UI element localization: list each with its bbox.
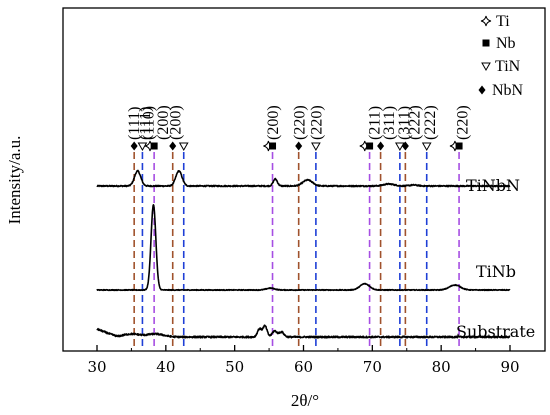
series-line-tinb — [96, 204, 511, 292]
legend-symbol-tin — [481, 62, 491, 72]
peak-label: (220) — [309, 105, 326, 140]
phase-marker-nbn — [295, 141, 303, 151]
x-tick-label: 40 — [156, 358, 175, 376]
series-curves — [96, 169, 511, 339]
series-label-tinb: TiNb — [476, 262, 516, 281]
phase-marker-nb — [150, 142, 158, 150]
legend-label-nbn: NbN — [492, 82, 524, 99]
series-line-substrate — [96, 324, 511, 339]
peak-label: (220) — [455, 105, 472, 140]
peak-label: (111) — [137, 107, 154, 140]
phase-marker-nb — [269, 142, 277, 150]
series-label-tinbn: TiNbN — [466, 176, 520, 195]
x-axis-title: 2θ/° — [291, 391, 319, 410]
x-tick-label: 50 — [225, 358, 244, 376]
x-tick-label: 90 — [500, 358, 519, 376]
x-axis-ticks: 30 40 50 60 70 80 90 — [87, 345, 520, 376]
legend-label-ti: Ti — [496, 13, 510, 30]
peak-label: (311) — [396, 106, 413, 140]
peak-label: (200) — [167, 105, 184, 140]
x-tick-label: 60 — [294, 358, 313, 376]
phase-marker-tin — [395, 142, 405, 152]
legend-symbol-nbn — [478, 85, 486, 95]
legend: Ti Nb TiN NbN — [478, 13, 524, 99]
peak-label: (222) — [406, 105, 423, 140]
peak-label: (211) — [366, 106, 383, 140]
series-line-tinbn — [96, 169, 511, 188]
series-labels: TiNbN TiNb Substrate — [456, 176, 535, 341]
peak-label: (111) — [126, 107, 143, 140]
phase-marker-tin — [137, 142, 148, 152]
phase-markers — [130, 140, 463, 152]
phase-marker-tin — [421, 142, 432, 152]
x-tick-label: 70 — [363, 358, 382, 376]
phase-marker-tin — [178, 142, 189, 152]
peak-label: (200) — [155, 105, 172, 140]
peak-label: (222) — [422, 105, 439, 140]
series-label-substrate: Substrate — [456, 322, 535, 341]
peak-label: (311) — [381, 106, 398, 140]
x-tick-label: 30 — [87, 358, 106, 376]
peak-label: (110) — [141, 106, 158, 140]
phase-marker-nbn — [377, 141, 385, 151]
phase-marker-nb — [455, 142, 463, 150]
peak-labels: (111)(111)(110)(200)(200) (200) (220) (220)… — [126, 105, 471, 140]
legend-symbol-nb — [482, 39, 490, 47]
legend-label-tin: TiN — [495, 58, 521, 75]
phase-marker-nbn — [401, 141, 409, 151]
legend-label-nb: Nb — [496, 35, 516, 52]
phase-marker-nbn — [130, 141, 138, 151]
phase-marker-nbn — [169, 141, 177, 151]
peak-label: (220) — [291, 105, 308, 140]
y-axis-title: Intensity/a.u. — [5, 136, 24, 225]
x-tick-label: 80 — [432, 358, 451, 376]
phase-marker-tin — [311, 142, 321, 152]
phase-marker-nb — [366, 142, 374, 150]
peak-label: (200) — [265, 105, 282, 140]
legend-symbol-ti — [480, 15, 492, 27]
